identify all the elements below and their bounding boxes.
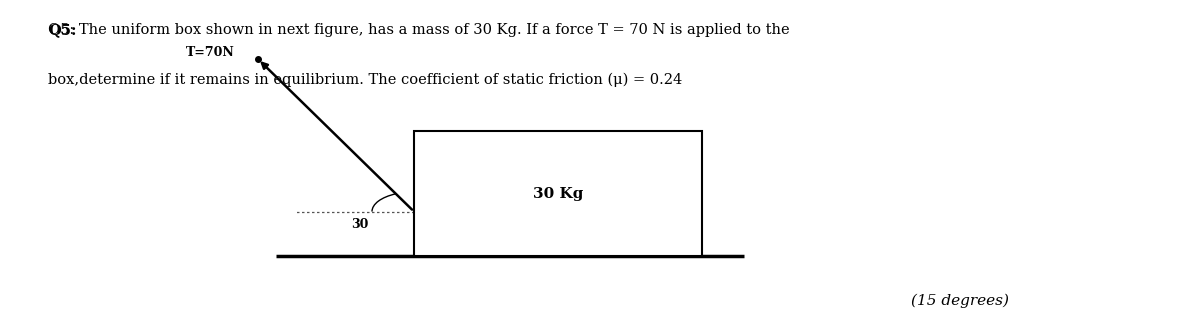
Bar [414, 131, 702, 256]
Text: 30: 30 [352, 218, 368, 231]
Text: Q5: The uniform box shown in next figure, has a mass of 30 Kg. If a force T = 70: Q5: The uniform box shown in next figure… [48, 23, 790, 37]
Text: T=70N: T=70N [186, 46, 235, 59]
Text: (15 degrees): (15 degrees) [911, 294, 1009, 308]
Text: Q5:: Q5: [48, 23, 77, 37]
Text: 30 Kg: 30 Kg [533, 187, 583, 200]
Text: box,determine if it remains in equilibrium. The coefficient of static friction (: box,determine if it remains in equilibri… [48, 72, 683, 87]
